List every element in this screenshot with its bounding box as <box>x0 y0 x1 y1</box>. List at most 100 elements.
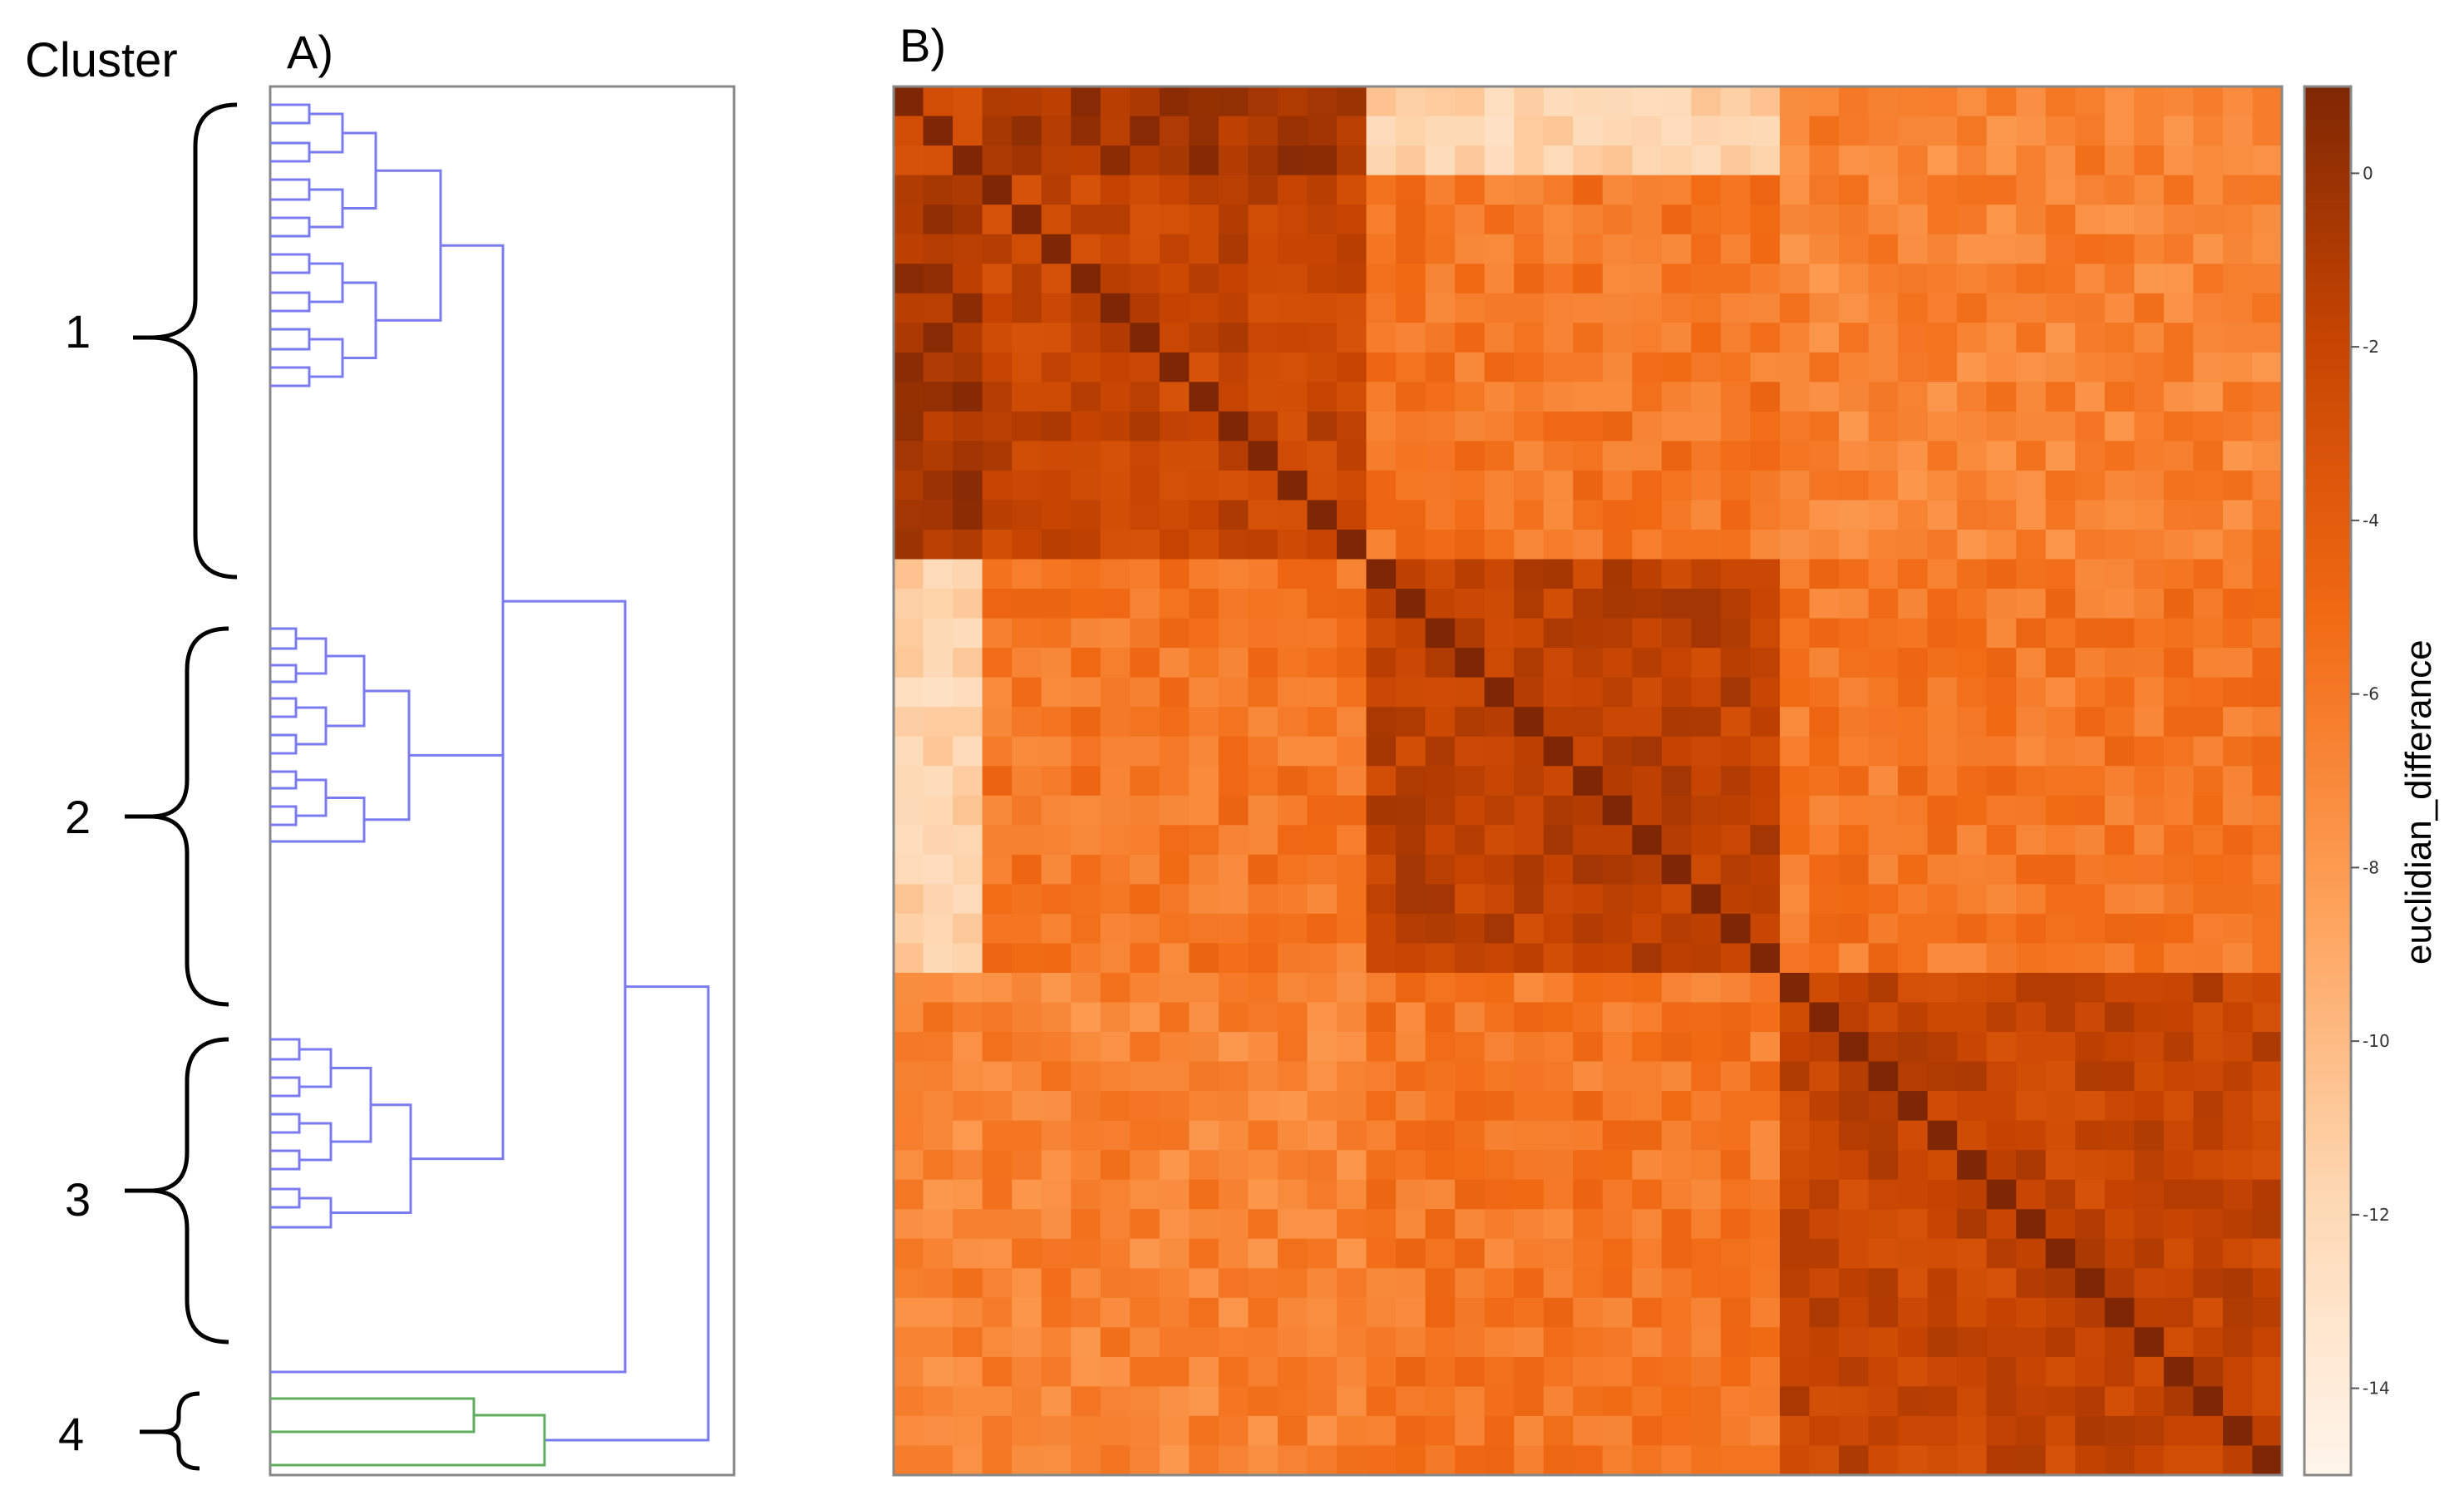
heatmap-cell <box>2222 1209 2254 1240</box>
heatmap-cell <box>982 1032 1013 1063</box>
heatmap-cell <box>1218 1415 1249 1447</box>
heatmap-cell <box>1455 470 1486 501</box>
heatmap-cell <box>1455 382 1486 412</box>
heatmap-cell <box>1248 1150 1279 1181</box>
heatmap-cell <box>1248 1120 1279 1151</box>
heatmap-cell <box>2163 884 2194 915</box>
heatmap-cell <box>2134 441 2165 471</box>
heatmap-cell <box>2163 1032 2194 1063</box>
heatmap-cell <box>1898 411 1929 442</box>
heatmap-cell <box>1602 500 1633 530</box>
heatmap-cell <box>1661 648 1692 678</box>
heatmap-cell <box>1779 648 1811 678</box>
heatmap-cell <box>1632 972 1663 1004</box>
heatmap-cell <box>1543 559 1574 590</box>
heatmap-cell <box>2104 1002 2135 1033</box>
heatmap-cell <box>1012 589 1042 619</box>
heatmap-cell <box>1159 795 1190 826</box>
heatmap-cell <box>1455 1002 1486 1033</box>
heatmap-cell <box>1012 323 1042 353</box>
heatmap-cell <box>2252 293 2283 323</box>
heatmap-cell <box>894 1297 924 1328</box>
heatmap-cell <box>1100 175 1131 205</box>
heatmap-cell <box>1691 1297 1722 1328</box>
heatmap-cell <box>1957 648 1988 678</box>
heatmap-cell <box>1071 323 1101 353</box>
heatmap-cell <box>2222 1415 2254 1447</box>
heatmap-cell <box>1573 589 1604 619</box>
heatmap-cell <box>2252 943 2283 974</box>
heatmap-cell <box>1130 1002 1161 1033</box>
heatmap-cell <box>1396 1120 1427 1151</box>
heatmap-cell <box>1130 854 1161 885</box>
heatmap-cell <box>1661 1356 1692 1387</box>
heatmap-cell <box>1041 766 1072 797</box>
heatmap-cell <box>1189 884 1220 915</box>
heatmap-cell <box>1071 1268 1101 1299</box>
heatmap-cell <box>1514 146 1545 176</box>
heatmap-cell <box>1691 175 1722 205</box>
heatmap-cell <box>1957 677 1988 708</box>
heatmap-cell <box>1750 1091 1781 1122</box>
heatmap-cell <box>1218 234 1249 264</box>
heatmap-cell <box>1041 411 1072 442</box>
heatmap-cell <box>2104 766 2135 797</box>
heatmap-cell <box>1277 1120 1308 1151</box>
heatmap-cell <box>1277 293 1308 323</box>
heatmap-cell <box>1218 205 1249 235</box>
heatmap-cell <box>1957 766 1988 797</box>
heatmap-cell <box>1632 1061 1663 1092</box>
heatmap-cell <box>1809 205 1840 235</box>
dendrogram-link <box>270 1149 301 1171</box>
heatmap-cell <box>1277 529 1308 560</box>
heatmap-cell <box>1425 559 1456 590</box>
heatmap-cell <box>1484 1002 1515 1033</box>
heatmap-cell <box>982 1091 1013 1122</box>
heatmap-cell <box>1218 500 1249 530</box>
heatmap-cell <box>1277 146 1308 176</box>
heatmap-cell <box>1159 1238 1190 1269</box>
heatmap-cell <box>1189 1297 1220 1328</box>
heatmap-cell <box>1573 1297 1604 1328</box>
heatmap-cell <box>1071 707 1101 738</box>
heatmap-cell <box>1248 382 1279 412</box>
heatmap-cell <box>1366 972 1397 1004</box>
heatmap-cell <box>2045 795 2076 826</box>
heatmap-cell <box>1661 736 1692 767</box>
colorbar-tick-label: -10 <box>2363 1031 2390 1051</box>
heatmap-cell <box>2016 323 2047 353</box>
heatmap-cell <box>2016 1061 2047 1092</box>
heatmap-cell <box>1307 411 1338 442</box>
colorbar-tick-label: -8 <box>2363 857 2379 877</box>
dendrogram-link <box>296 778 328 817</box>
heatmap-cell <box>2016 1445 2047 1476</box>
heatmap-cell <box>1986 86 2017 117</box>
heatmap-cell <box>1071 1150 1101 1181</box>
heatmap-cell <box>2252 559 2283 590</box>
heatmap-cell <box>2045 529 2076 560</box>
heatmap-cell <box>1750 116 1781 146</box>
heatmap-cell <box>1159 470 1190 501</box>
heatmap-cell <box>982 943 1013 974</box>
heatmap-cell <box>2134 146 2165 176</box>
heatmap-cell <box>1927 1179 1958 1210</box>
heatmap-cell <box>1750 382 1781 412</box>
heatmap-cell <box>1484 1238 1515 1269</box>
heatmap-cell <box>1455 1238 1486 1269</box>
heatmap-cell <box>1071 411 1101 442</box>
heatmap-cell <box>1218 736 1249 767</box>
heatmap-cell <box>2045 1091 2076 1122</box>
heatmap-cell <box>923 707 954 738</box>
heatmap-cell <box>953 382 983 412</box>
heatmap-cell <box>2104 1268 2135 1299</box>
heatmap-cell <box>1632 677 1663 708</box>
heatmap-cell <box>2252 707 2283 738</box>
heatmap-cell <box>2222 854 2254 885</box>
heatmap-cell <box>1307 1415 1338 1447</box>
heatmap-cell <box>1396 1327 1427 1358</box>
heatmap-cell <box>1159 736 1190 767</box>
heatmap-cell <box>2134 382 2165 412</box>
heatmap-cell <box>1809 1002 1840 1033</box>
heatmap-cell <box>1602 1238 1633 1269</box>
heatmap-cell <box>1366 677 1397 708</box>
